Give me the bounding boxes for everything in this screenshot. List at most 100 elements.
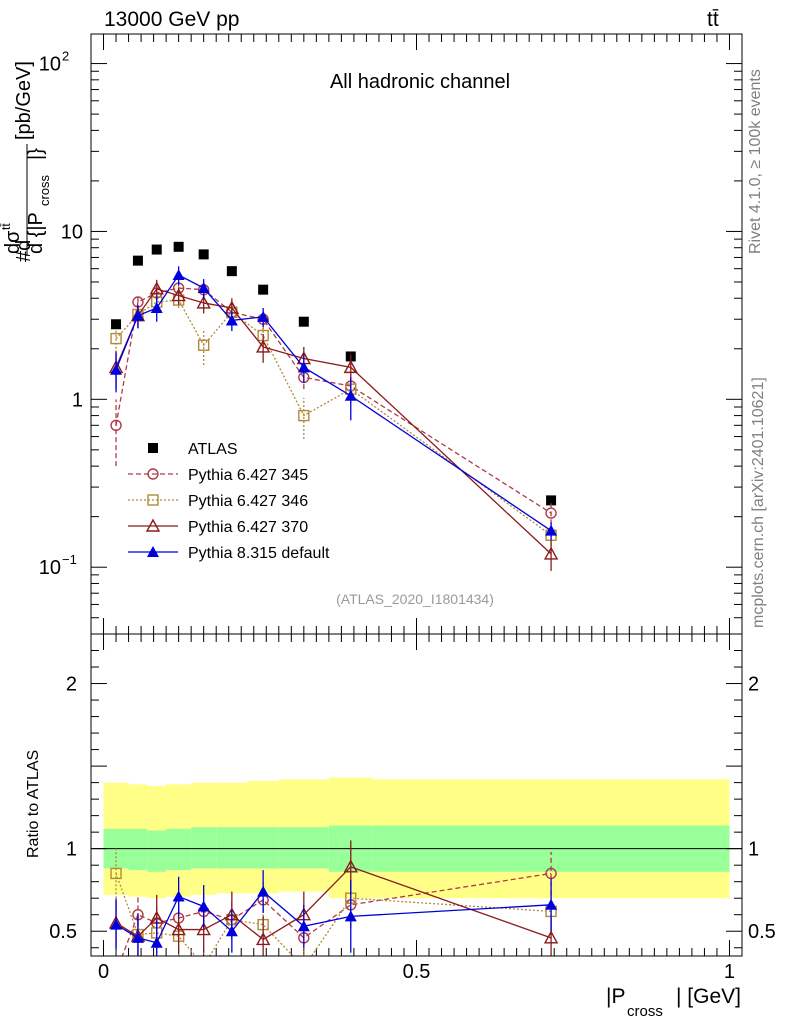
ratio-point xyxy=(545,898,558,910)
main-series-line xyxy=(115,274,552,532)
y-label-denominator: d {|P xyxy=(25,212,47,254)
main-point xyxy=(150,301,163,313)
y-label-denominator-sub: cross xyxy=(37,174,52,206)
ratio-frame xyxy=(90,633,743,957)
main-y-tick-label: 1 xyxy=(72,389,83,411)
ratio-series-line xyxy=(115,866,552,941)
x-tick-label: 0 xyxy=(98,961,109,983)
ratio-point xyxy=(299,963,309,973)
main-point xyxy=(171,288,186,302)
legend-marker xyxy=(145,518,161,532)
y-label-superscript: tt̄ xyxy=(0,223,13,230)
ratio-point xyxy=(199,961,209,971)
legend-label: Pythia 8.315 default xyxy=(188,545,330,562)
ratio-axis-ticks xyxy=(91,633,742,956)
main-y-tick-exponent: 2 xyxy=(62,49,69,64)
ratio-point xyxy=(343,859,358,873)
main-point xyxy=(343,359,358,374)
ratio-point xyxy=(197,900,210,912)
ratio-y-tick-label-left: 2 xyxy=(66,674,77,696)
main-point xyxy=(197,339,210,351)
main-point xyxy=(196,295,211,309)
ratio-y-tick-label-left: 0.5 xyxy=(49,921,77,943)
channel-label: All hadronic channel xyxy=(330,71,510,93)
main-point xyxy=(298,316,309,327)
main-point xyxy=(111,319,122,330)
legend-entry-pythia-6-427-346: Pythia 6.427 346 xyxy=(128,493,308,510)
main-point xyxy=(226,266,237,277)
ratio-series-line xyxy=(115,890,552,944)
x-tick-label: 0.5 xyxy=(403,961,431,983)
ratio-band-green xyxy=(278,827,329,869)
ratio-band-green xyxy=(216,827,248,869)
ratio-point xyxy=(196,922,211,936)
ratio-point xyxy=(225,925,238,937)
legend-label: ATLAS xyxy=(188,441,238,458)
y-label-prefix: #d xyxy=(13,240,35,262)
main-point xyxy=(258,284,269,295)
mcplots-caption: mcplots.cern.ch [arXiv:2401.10621] xyxy=(750,377,767,628)
main-axis-ticks xyxy=(91,34,742,635)
y-label-dsigma: dσ xyxy=(2,230,24,254)
main-point xyxy=(344,389,357,401)
y-label-units: [pb/GeV] xyxy=(13,61,35,140)
analysis-id: (ATLAS_2020_I1801434) xyxy=(336,591,494,607)
ratio-point xyxy=(110,867,122,880)
legend-label: Pythia 6.427 345 xyxy=(188,467,308,484)
ratio-uncertainty-bands xyxy=(103,777,730,899)
legend-entry-pythia-6-427-345: Pythia 6.427 345 xyxy=(128,467,308,484)
ratio-point xyxy=(150,936,163,948)
legend: ATLAS Pythia 6.427 345 Pythia 6.427 346 Pyt… xyxy=(128,441,330,562)
ratio-point xyxy=(543,930,559,944)
main-y-tick-label: 10 xyxy=(39,557,61,579)
ratio-point xyxy=(257,885,270,897)
main-y-axis-label: #d dσ tt̄ d {|P cross |} [pb/GeV] xyxy=(0,61,52,262)
main-y-tick-label: 10 xyxy=(39,54,61,76)
ratio-point xyxy=(344,910,357,922)
x-label-base: |P xyxy=(606,985,625,1008)
ratio-point xyxy=(297,920,310,932)
x-axis-label: |P cross | [GeV] xyxy=(606,985,741,1020)
main-point xyxy=(543,546,559,560)
ratio-plot-panel: 0.5 0.5 1 1 2 2 0 0.5 1 xyxy=(49,633,776,983)
main-point xyxy=(172,269,185,281)
legend-label: Pythia 6.427 346 xyxy=(188,493,308,510)
ratio-y-label: Ratio to ATLAS xyxy=(25,750,42,858)
legend-marker xyxy=(148,443,158,453)
energy-label: 13000 GeV pp xyxy=(104,8,239,31)
main-series-atlas xyxy=(111,241,557,506)
x-label-tail: | [GeV] xyxy=(676,985,741,1008)
ratio-point xyxy=(131,931,144,943)
ratio-band-green xyxy=(247,827,279,869)
main-series-pythia-6-427-345 xyxy=(110,281,557,525)
ratio-band-green xyxy=(147,830,167,872)
legend-marker xyxy=(147,494,159,506)
main-series-pythia-6-427-370 xyxy=(108,279,559,571)
legend-entry-pythia-6-427-370: Pythia 6.427 370 xyxy=(128,518,308,536)
main-point xyxy=(545,507,557,519)
main-point xyxy=(173,241,184,252)
legend-entry-atlas: ATLAS xyxy=(148,441,238,458)
main-y-tick-label: 10 xyxy=(61,221,83,243)
rivet-caption: Rivet 4.1.0, ≥ 100k events xyxy=(747,69,764,254)
process-label: tt̄ xyxy=(707,8,719,31)
main-point xyxy=(546,495,557,506)
main-y-tick-exponent: −1 xyxy=(62,552,77,567)
main-point xyxy=(151,244,162,255)
main-point xyxy=(132,255,143,266)
main-series-pythia-6-427-346 xyxy=(110,292,557,546)
legend-entry-pythia-8-315-default: Pythia 8.315 default xyxy=(128,545,330,562)
main-point xyxy=(110,332,122,345)
ratio-band-green xyxy=(128,828,148,871)
x-tick-label: 1 xyxy=(724,961,735,983)
main-point xyxy=(255,339,271,353)
main-series-group xyxy=(108,241,559,571)
ratio-point xyxy=(110,918,123,930)
ratio-band-green xyxy=(191,827,217,869)
main-series-line xyxy=(115,288,552,555)
main-series-line xyxy=(115,287,552,514)
main-point xyxy=(110,419,122,432)
ratio-point xyxy=(171,922,186,936)
